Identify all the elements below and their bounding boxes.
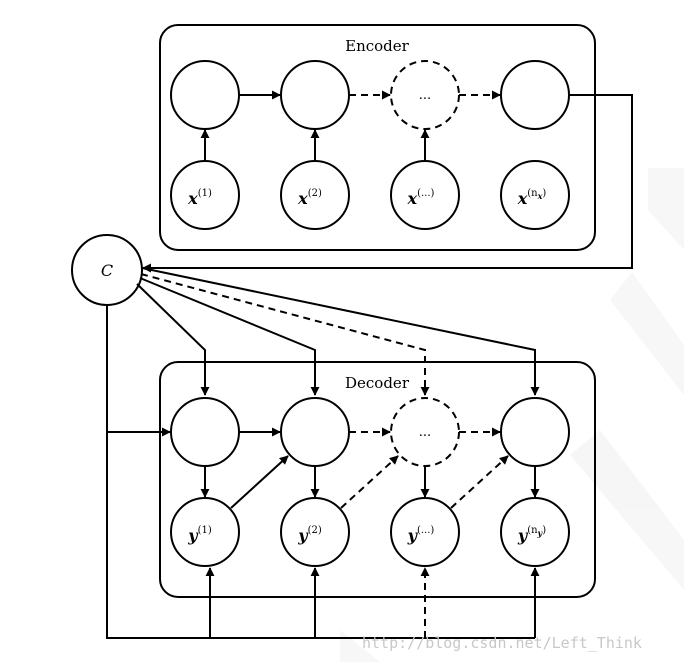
ctx-to-dec-1 [136,283,210,396]
dec-feedback-3 [450,455,509,509]
encoder-hidden-node-1 [170,60,240,130]
decoder-output-node-ellipsis [390,497,460,567]
watermark-text: http://blog.csdn.net/Left_Think [362,634,642,652]
decoder-output-label-last: y(ny) [517,525,546,545]
decoder-title: Decoder [345,374,410,392]
ctx-to-dec-last [141,267,540,396]
context-label: C [101,261,113,280]
decoder-hidden-node-1 [170,397,240,467]
decoder-hidden-node-2 [280,397,350,467]
dec-feedback-2 [340,455,399,509]
decoder-output-label-1: y(1) [187,525,212,545]
enc-to-context-arrow [142,94,633,273]
decoder-hidden-node-last [500,397,570,467]
ctx-left-bus [106,305,535,639]
encoder-input-label-last: x(nx) [517,188,547,208]
encoder-input-label-ellipsis: x(...) [407,188,435,208]
decoder-output-node-2 [280,497,350,567]
dec-feedback-1 [230,455,289,509]
watermark-stripes [340,168,684,662]
encoder-input-label-1: x(1) [187,188,212,208]
encoder-input-label-2: x(2) [297,188,322,208]
encoder-hidden-node-2 [280,60,350,130]
decoder-output-node-last [500,497,570,567]
decoder-box [159,361,596,598]
decoder-output-node-1 [170,497,240,567]
ctx-to-dec-2 [139,277,320,396]
encoder-title: Encoder [345,37,410,55]
ctx-to-dec-dots [140,273,430,396]
encoder-box [159,24,596,251]
encoder-ellipsis-label: ... [419,88,431,103]
encoder-input-node-last [500,160,570,230]
decoder-ellipsis-label: ... [419,425,431,440]
decoder-output-label-ellipsis: y(...) [407,525,435,545]
encoder-hidden-node-last [500,60,570,130]
decoder-output-label-2: y(2) [297,525,322,545]
